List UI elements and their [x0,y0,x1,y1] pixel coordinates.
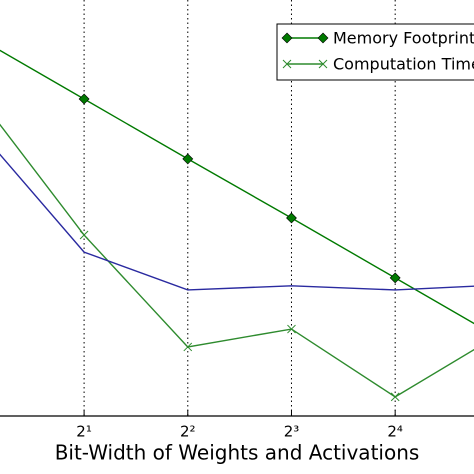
x-tick-label: 2³ [284,423,300,441]
marker [79,230,89,240]
series-line [0,123,474,398]
legend-label: Memory Footprint [333,29,474,48]
legend-label: Computation Time [333,55,474,74]
legend-box [276,23,474,81]
x-axis-label: Bit-Width of Weights and Activations [55,441,420,465]
x-tick-label: 2⁴ [387,423,403,441]
marker [286,212,297,224]
marker [183,342,193,352]
marker [78,93,90,105]
series-line [0,49,474,325]
marker [390,392,400,402]
series-line [0,153,474,291]
x-tick-label: 2¹ [76,423,92,441]
legend-marker [282,59,292,69]
marker [287,324,296,334]
legend-marker [281,32,293,44]
marker [389,272,401,284]
legend-marker [317,32,329,44]
x-tick-label: 2² [180,423,196,441]
legend-marker [318,59,328,69]
marker [182,153,194,165]
